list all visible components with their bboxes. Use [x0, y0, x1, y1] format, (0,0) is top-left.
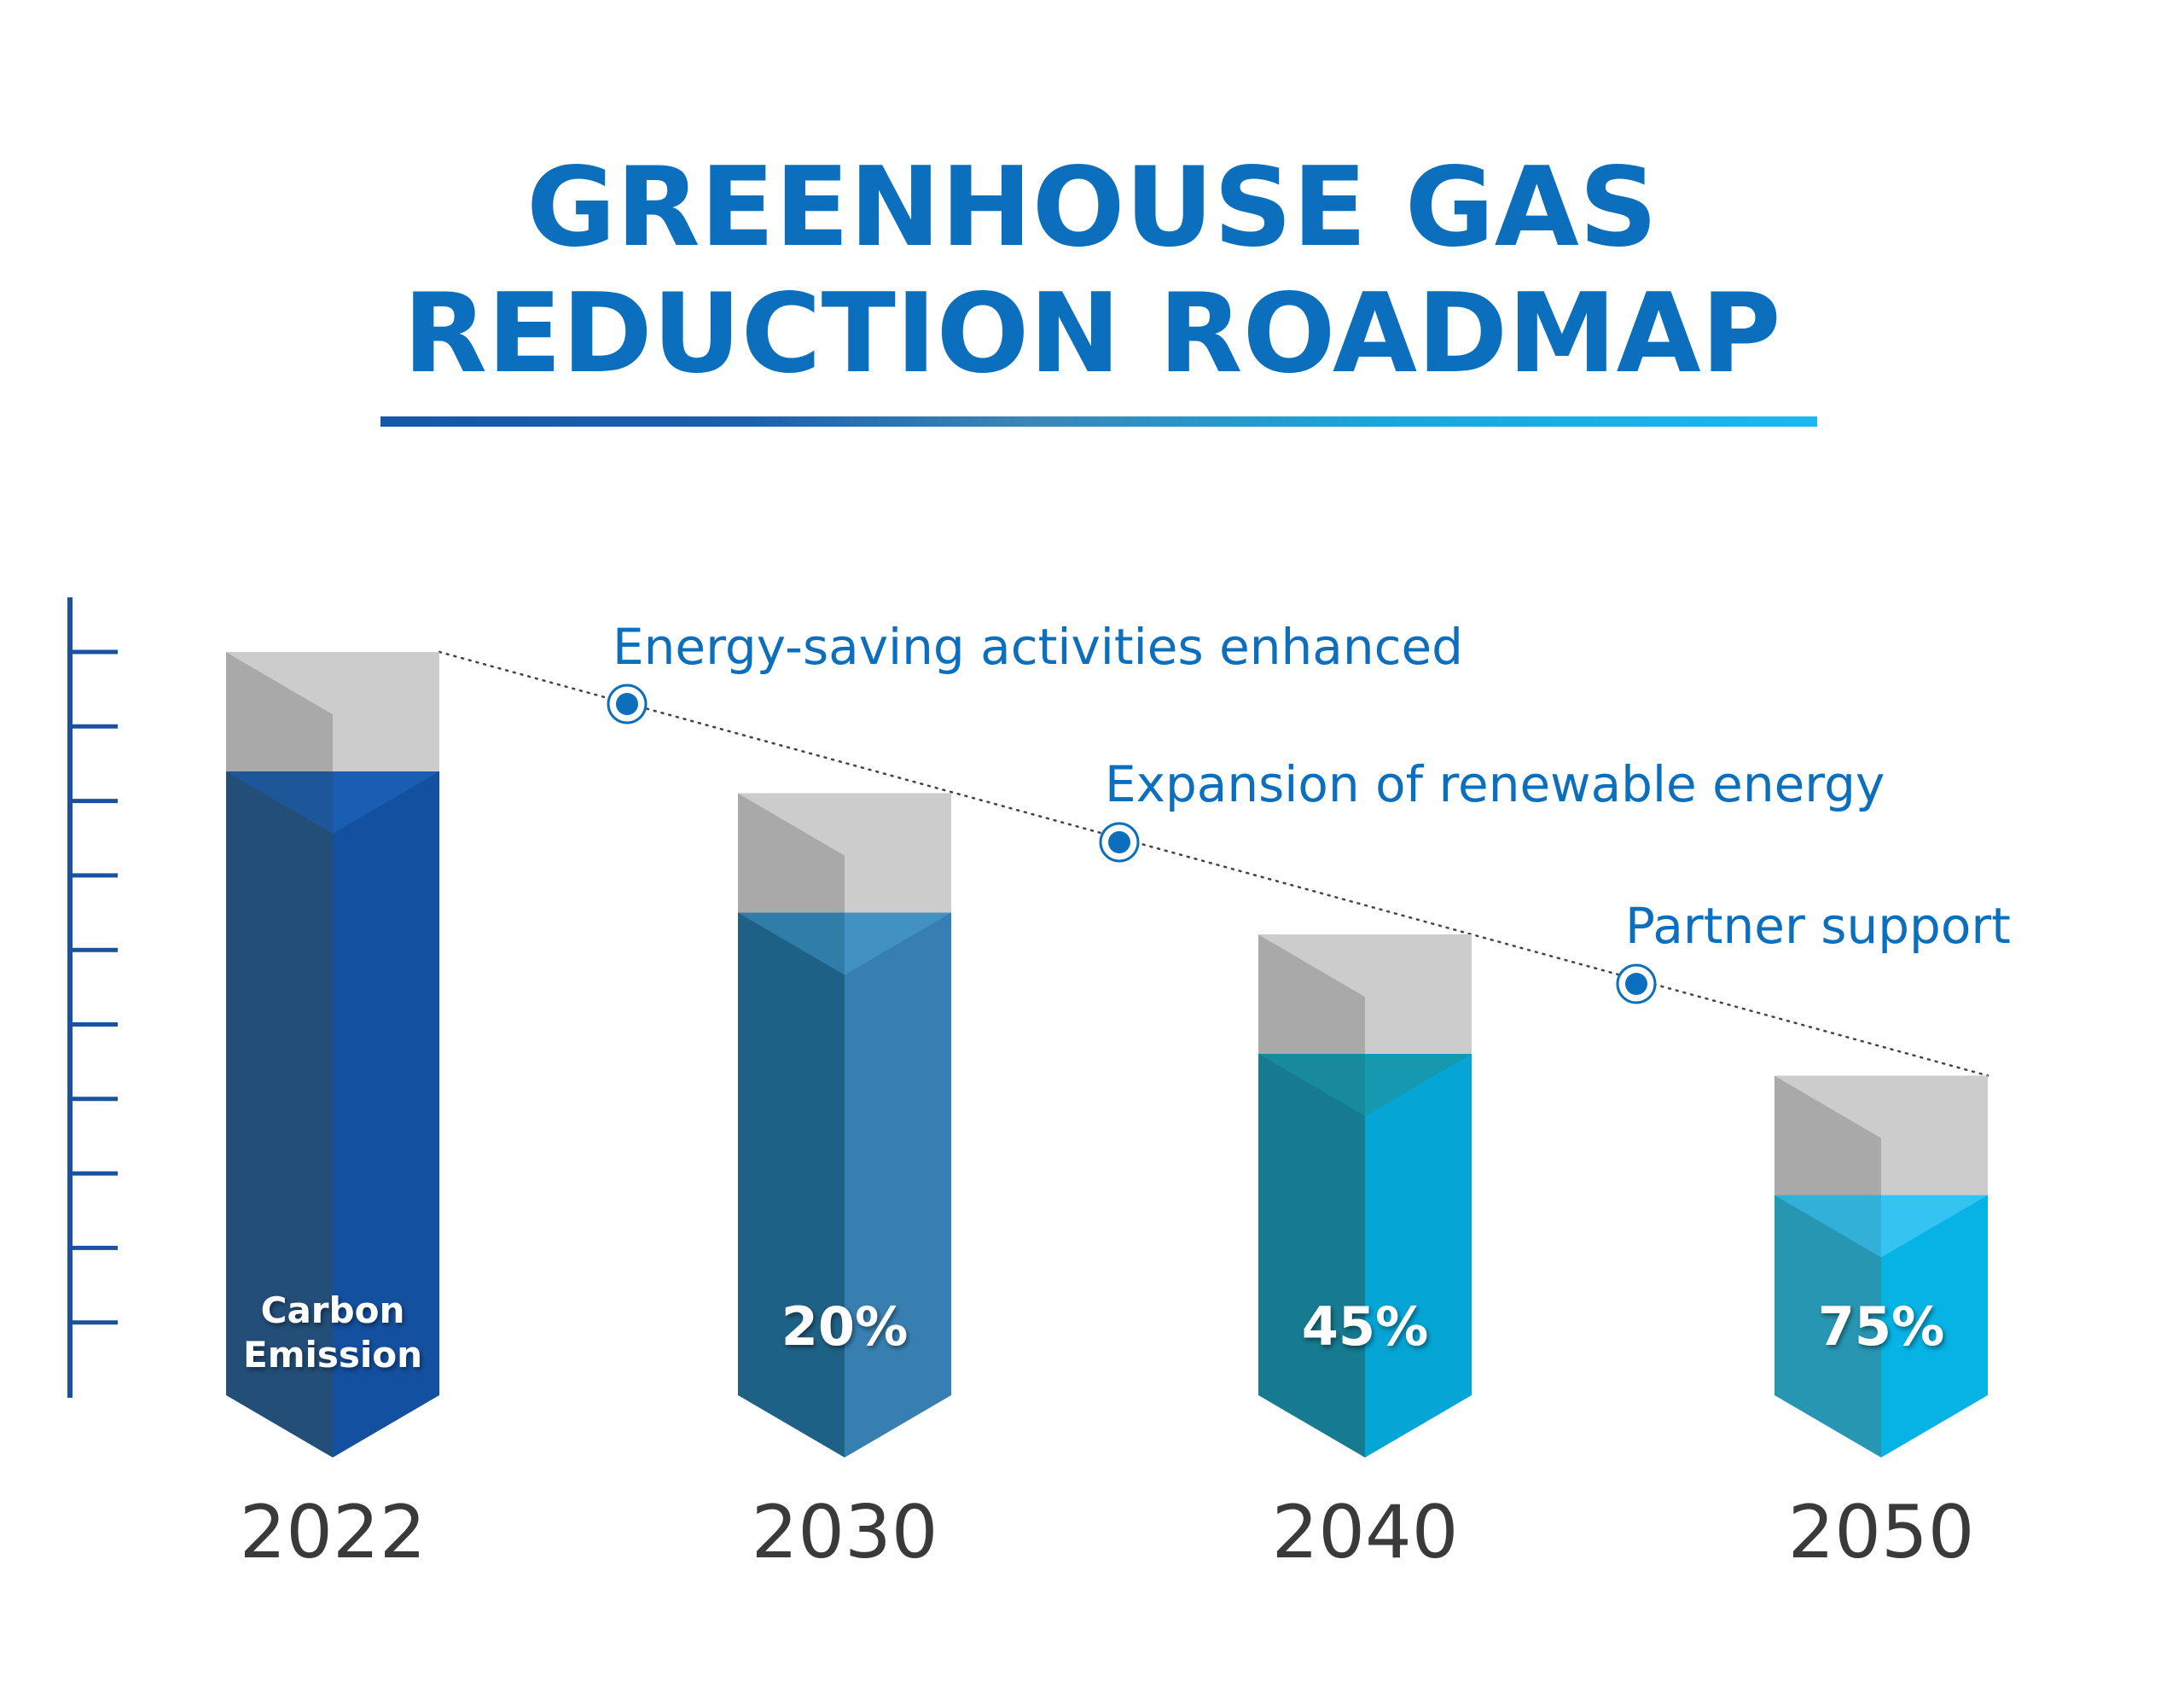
bar-top-v-shade: [738, 912, 845, 975]
bar-label: 45%: [1302, 1295, 1428, 1358]
bar-label-line: Carbon: [261, 1289, 405, 1331]
bar-left-face: [738, 912, 845, 1458]
bar-cap-left: [1774, 1075, 1881, 1196]
bar-label: 75%: [1818, 1295, 1944, 1358]
bar-label-line: Emission: [243, 1334, 422, 1376]
bar-cap-left: [226, 652, 333, 771]
milestone-label: Expansion of renewable energy: [1105, 755, 1885, 813]
bar-2022: Carbon Emission: [226, 652, 439, 1458]
bar-right-face: [1365, 1053, 1472, 1458]
title-block: GREENHOUSE GAS REDUCTION ROADMAP: [0, 145, 2184, 398]
milestone-label: Energy-saving activities enhanced: [613, 618, 1463, 676]
trend-layer: [438, 650, 1989, 1077]
bar-top-v-shade: [226, 771, 333, 834]
title-underline: [380, 416, 1817, 427]
bars-layer: Carbon Emission 20% 45% 75%: [226, 652, 1988, 1458]
bar-cap-right: [226, 652, 439, 771]
year-label-2050: 2050: [1788, 1490, 1975, 1575]
bar-2050: 75%: [1774, 1075, 1988, 1458]
bar-cap-left: [738, 793, 845, 913]
bar-top-v: [738, 912, 951, 975]
bar-cap-right: [738, 793, 951, 913]
bar-2040: 45%: [1258, 934, 1472, 1458]
years-layer: 2022 2030 2040 2050: [240, 1490, 1975, 1575]
year-label-2040: 2040: [1272, 1490, 1459, 1575]
bar-left-face: [226, 771, 333, 1458]
milestone-3: Partner support: [1616, 897, 2011, 1004]
bar-2030: 20%: [738, 793, 951, 1458]
milestone-marker-dot: [1625, 973, 1647, 995]
bar-label: 20%: [781, 1295, 908, 1358]
title-line-1: GREENHOUSE GAS: [526, 144, 1658, 271]
title-line-2: REDUCTION ROADMAP: [403, 271, 1781, 398]
milestone-1: Energy-saving activities enhanced: [607, 618, 1463, 724]
trend-line: [438, 650, 1989, 1077]
bar-top-v-shade: [1774, 1195, 1881, 1258]
year-label-2022: 2022: [240, 1490, 427, 1575]
year-label-2030: 2030: [752, 1490, 938, 1575]
milestones-layer: Energy-saving activities enhanced Expansi…: [607, 618, 2011, 1004]
milestone-marker-dot: [1108, 831, 1130, 853]
bar-top-v: [1258, 1053, 1472, 1116]
bar-cap-right: [1774, 1075, 1988, 1196]
bar-right-face: [845, 912, 951, 1458]
bar-label: Carbon Emission: [243, 1289, 422, 1376]
bar-top-v-shade: [1258, 1053, 1365, 1116]
bar-right-face: [333, 771, 439, 1458]
bar-cap-right: [1258, 934, 1472, 1054]
bar-cap-left: [1258, 934, 1365, 1054]
bar-top-v: [226, 771, 439, 834]
milestone-2: Expansion of renewable energy: [1099, 755, 1885, 863]
milestone-label: Partner support: [1625, 897, 2011, 955]
bar-left-face: [1258, 1053, 1365, 1458]
bar-top-v: [1774, 1195, 1988, 1258]
milestone-marker-dot: [616, 693, 638, 715]
bar-right-face: [1881, 1195, 1988, 1458]
bar-left-face: [1774, 1195, 1881, 1458]
